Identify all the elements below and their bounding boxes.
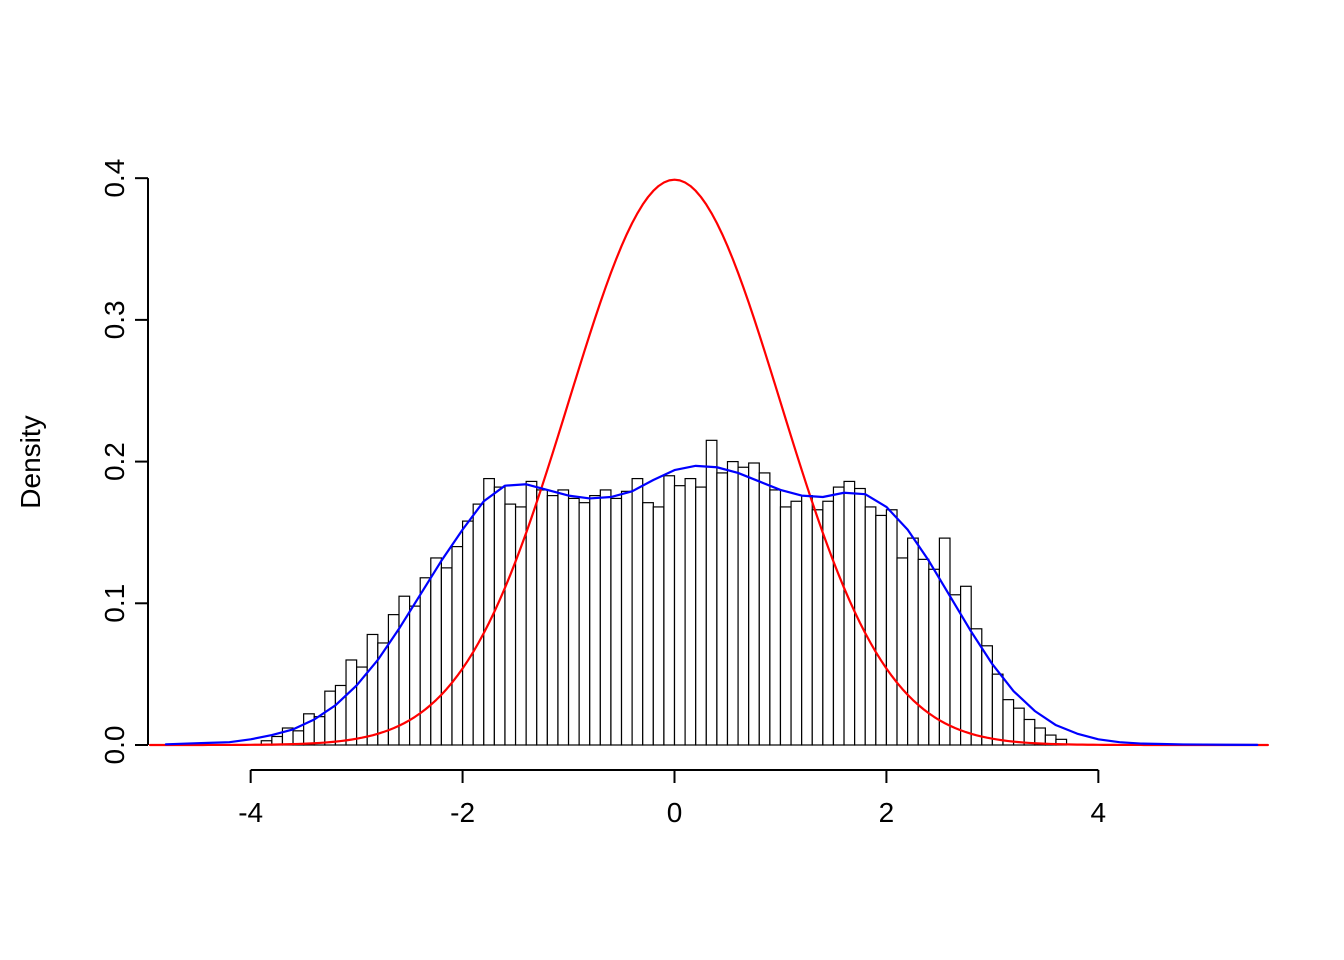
histogram-bar: [748, 462, 760, 746]
histogram-bars: [260, 439, 1068, 746]
normal-curve-line: [148, 178, 1269, 747]
histogram-bar: [779, 506, 792, 746]
histogram-bar: [769, 489, 782, 746]
histogram-bar: [726, 460, 739, 746]
y-axis: 0.0 0.1 0.2 0.3 0.4: [99, 159, 149, 765]
histogram-bar: [419, 577, 432, 746]
density-curve: [164, 464, 1259, 746]
histogram-bar: [345, 659, 358, 746]
histogram-bar: [907, 537, 919, 746]
histogram-bar: [567, 497, 580, 746]
histogram-bar: [334, 684, 347, 746]
histogram-bar: [843, 480, 856, 746]
histogram-bar: [536, 489, 548, 746]
histogram-bar: [801, 495, 813, 746]
histogram-bar: [705, 439, 718, 746]
normal-curve: [148, 178, 1269, 747]
histogram-bar: [1012, 707, 1025, 746]
histogram-bar: [631, 477, 644, 746]
y-tick-label: 0.0: [99, 726, 130, 765]
histogram-bar: [811, 509, 824, 746]
histogram-bar: [504, 503, 517, 746]
histogram-bar: [864, 506, 877, 746]
histogram-bar: [440, 567, 453, 746]
histogram-bar: [695, 486, 707, 746]
histogram-bar: [409, 605, 421, 746]
histogram-bar: [1002, 699, 1015, 746]
histogram-bar: [557, 489, 570, 746]
histogram-bar: [716, 472, 729, 746]
histogram-bar: [896, 557, 909, 746]
histogram-bar: [991, 673, 1004, 746]
histogram-bar: [589, 495, 601, 746]
histogram-bar: [875, 514, 888, 746]
y-tick-label: 0.3: [99, 300, 130, 339]
histogram-bar: [313, 716, 326, 746]
histogram-bar: [578, 502, 591, 746]
histogram-bar: [461, 520, 474, 746]
histogram-bar: [684, 477, 697, 746]
histogram-bar: [324, 690, 337, 746]
histogram-bar: [938, 537, 951, 746]
histogram-bar: [959, 585, 972, 746]
histogram-bar: [790, 500, 803, 746]
histogram-bar: [642, 502, 654, 746]
x-tick-label: -4: [238, 797, 263, 828]
histogram-bar: [917, 558, 930, 746]
y-tick-label: 0.2: [99, 442, 130, 481]
density-curve-line: [164, 464, 1259, 746]
histogram-bar: [949, 594, 962, 746]
x-tick-label: 4: [1091, 797, 1107, 828]
x-tick-label: 2: [879, 797, 895, 828]
histogram-bar: [673, 485, 686, 746]
histogram-bar: [652, 506, 665, 746]
x-tick-label: 0: [667, 797, 683, 828]
histogram-bar: [1023, 718, 1036, 746]
histogram-bar: [758, 472, 771, 746]
histogram-bar: [546, 495, 559, 746]
histogram-bar: [620, 490, 633, 746]
histogram-bar: [430, 557, 442, 746]
histogram-bar: [483, 477, 495, 746]
histogram-bar: [366, 633, 379, 746]
histogram-bar: [737, 466, 750, 746]
histogram-bar: [610, 497, 623, 746]
histogram-bar: [832, 486, 845, 746]
y-tick-label: 0.1: [99, 584, 130, 623]
x-tick-label: -2: [450, 797, 475, 828]
y-tick-label: 0.4: [99, 159, 130, 198]
histogram-bar: [599, 489, 612, 746]
histogram-bar: [493, 486, 506, 746]
histogram-bar: [663, 475, 676, 746]
x-axis: -4 -2 0 2 4: [238, 769, 1107, 828]
histogram-bar: [514, 506, 527, 746]
histogram-bar: [303, 713, 315, 746]
histogram-bar: [451, 546, 464, 746]
histogram-bar: [885, 509, 898, 746]
y-axis-title: Density: [15, 415, 46, 508]
histogram-bar: [472, 503, 485, 746]
